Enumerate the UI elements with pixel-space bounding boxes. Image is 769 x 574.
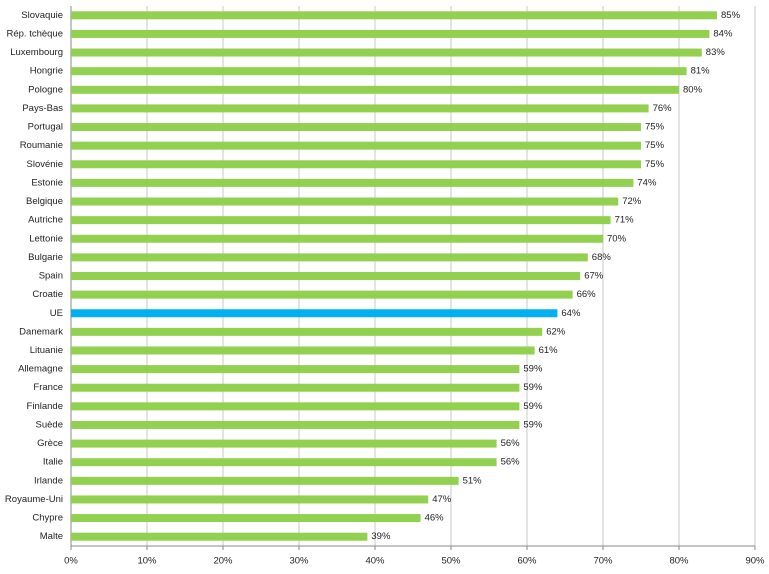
bar: [71, 346, 535, 355]
y-tick-label: Lituanie: [30, 345, 63, 356]
y-tick-label: Allemagne: [18, 364, 63, 375]
y-tick-label: Finlande: [27, 401, 63, 412]
x-tick-label: 70%: [593, 556, 613, 567]
y-tick-label: Malte: [40, 531, 63, 542]
y-tick-label: Hongrie: [30, 66, 63, 77]
y-tick-label: Bulgarie: [28, 252, 63, 263]
x-tick-label: 30%: [289, 556, 309, 567]
bar: [71, 365, 520, 374]
value-label: 51%: [463, 475, 483, 486]
y-tick-label: France: [33, 382, 63, 393]
bar: [71, 216, 611, 225]
y-tick-label: Luxembourg: [10, 47, 63, 58]
bar: [71, 11, 717, 20]
value-label: 85%: [721, 10, 741, 21]
y-tick-label: Roumanie: [20, 140, 63, 151]
value-label: 56%: [501, 457, 521, 468]
y-tick-label: Pays-Bas: [22, 103, 63, 114]
y-tick-label: Spain: [39, 271, 63, 282]
bar: [71, 104, 649, 113]
y-tick-label: Slovénie: [27, 159, 63, 170]
value-label: 80%: [683, 84, 703, 95]
bar: [71, 439, 497, 448]
value-label: 76%: [653, 103, 673, 114]
value-label: 39%: [371, 531, 391, 542]
value-label: 74%: [637, 177, 657, 188]
value-label: 66%: [577, 289, 597, 300]
y-tick-label: Portugal: [28, 122, 63, 133]
x-tick-label: 60%: [517, 556, 537, 567]
value-label: 62%: [546, 326, 566, 337]
bar: [71, 383, 520, 392]
bar: [71, 476, 459, 485]
bar: [71, 123, 641, 132]
bar: [71, 29, 710, 38]
value-label: 81%: [691, 66, 711, 77]
y-tick-label: Estonie: [31, 177, 63, 188]
value-label: 71%: [615, 215, 635, 226]
bar: [71, 197, 619, 206]
value-label: 59%: [523, 382, 543, 393]
bar: [71, 48, 702, 57]
value-label: 75%: [645, 122, 665, 133]
x-tick-label: 80%: [669, 556, 689, 567]
bar: [71, 234, 603, 243]
value-label: 75%: [645, 140, 665, 151]
bar: [71, 420, 520, 429]
bar: [71, 290, 573, 299]
y-tick-label: Belgique: [26, 196, 63, 207]
y-tick-label: Chypre: [32, 513, 63, 524]
y-tick-label: Autriche: [28, 215, 63, 226]
bar: [71, 309, 558, 318]
bar: [71, 458, 497, 467]
bar: [71, 532, 368, 541]
bar: [71, 402, 520, 411]
value-label: 64%: [561, 308, 581, 319]
value-label: 59%: [523, 364, 543, 375]
value-label: 47%: [432, 494, 452, 505]
x-tick-label: 10%: [137, 556, 157, 567]
y-tick-label: Royaume-Uni: [5, 494, 63, 505]
bar: [71, 178, 634, 187]
y-tick-label: Suède: [36, 419, 63, 430]
value-label: 68%: [592, 252, 612, 263]
bar: [71, 67, 687, 76]
bar: [71, 253, 588, 262]
y-tick-label: Irlande: [34, 475, 63, 486]
value-label: 61%: [539, 345, 559, 356]
value-label: 46%: [425, 513, 445, 524]
y-tick-label: Lettonie: [29, 233, 63, 244]
value-label: 59%: [523, 419, 543, 430]
value-label: 67%: [584, 271, 604, 282]
x-tick-label: 40%: [365, 556, 385, 567]
value-label: 84%: [713, 28, 733, 39]
bar: [71, 160, 641, 169]
y-tick-label: UE: [50, 308, 63, 319]
y-tick-label: Grèce: [37, 438, 63, 449]
value-label: 83%: [706, 47, 726, 58]
x-tick-label: 20%: [213, 556, 233, 567]
bar: [71, 327, 543, 336]
x-tick-label: 50%: [441, 556, 461, 567]
bar: [71, 495, 429, 504]
value-label: 56%: [501, 438, 521, 449]
x-tick-label: 90%: [745, 556, 765, 567]
y-tick-label: Croatie: [32, 289, 63, 300]
x-tick-label: 0%: [64, 556, 78, 567]
bar: [71, 141, 641, 150]
y-tick-label: Rép. tchèque: [6, 28, 63, 39]
bar: [71, 514, 421, 523]
value-label: 59%: [523, 401, 543, 412]
y-tick-label: Italie: [43, 457, 63, 468]
bar: [71, 85, 679, 94]
y-tick-label: Slovaquie: [21, 10, 63, 21]
value-label: 75%: [645, 159, 665, 170]
value-label: 70%: [607, 233, 627, 244]
bar: [71, 272, 581, 280]
y-tick-label: Danemark: [19, 326, 63, 337]
y-tick-label: Pologne: [28, 84, 63, 95]
value-label: 72%: [622, 196, 642, 207]
